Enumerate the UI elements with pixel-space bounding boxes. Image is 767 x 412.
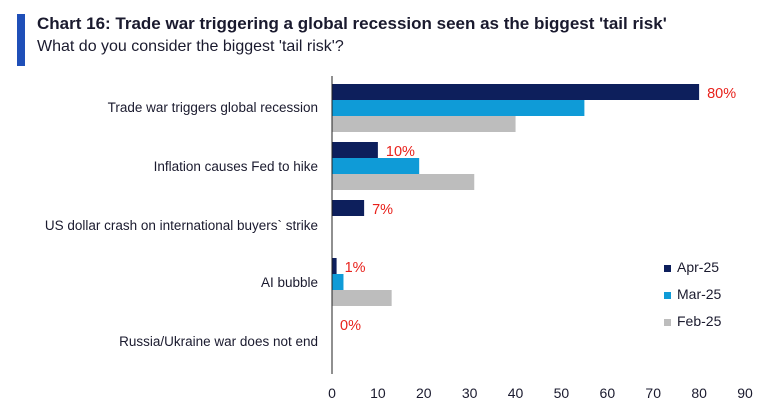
x-tick-label-50: 50: [554, 385, 570, 401]
x-tick-label-0: 0: [328, 385, 336, 401]
bar-apr-25-ai-bubble: [332, 258, 337, 274]
bar-mar-25-trade-war-triggers-global-recession: [332, 100, 585, 116]
x-tick-label-10: 10: [370, 385, 386, 401]
data-label-us-dollar-crash-on-international-buyers-strike: 7%: [372, 202, 393, 218]
category-label-ai-bubble: AI bubble: [261, 275, 318, 290]
x-tick-label-20: 20: [416, 385, 432, 401]
bar-mar-25-ai-bubble: [332, 274, 344, 290]
bar-feb-25-trade-war-triggers-global-recession: [332, 116, 516, 132]
chart-title: Chart 16: Trade war triggering a global …: [37, 14, 667, 33]
category-label-trade-war-triggers-global-recession: Trade war triggers global recession: [108, 100, 318, 115]
bar-feb-25-ai-bubble: [332, 290, 392, 306]
legend-swatch-apr-25: [664, 265, 671, 272]
chart-subtitle: What do you consider the biggest 'tail r…: [37, 38, 344, 55]
bar-apr-25-us-dollar-crash-on-international-buyers-strike: [332, 200, 365, 216]
title-accent-bar: [17, 14, 25, 66]
x-tick-label-70: 70: [645, 385, 661, 401]
legend-swatch-mar-25: [664, 292, 671, 299]
legend-label-apr-25: Apr-25: [677, 259, 719, 275]
x-tick-label-40: 40: [508, 385, 524, 401]
x-tick-label-80: 80: [691, 385, 707, 401]
bar-apr-25-inflation-causes-fed-to-hike: [332, 142, 378, 158]
category-label-inflation-causes-fed-to-hike: Inflation causes Fed to hike: [154, 159, 318, 174]
x-tick-label-90: 90: [737, 385, 753, 401]
bar-apr-25-trade-war-triggers-global-recession: [332, 84, 700, 100]
data-label-russia-ukraine-war-does-not-end: 0%: [340, 318, 361, 334]
legend-label-mar-25: Mar-25: [677, 286, 722, 302]
data-label-trade-war-triggers-global-recession: 80%: [707, 86, 736, 102]
legend-swatch-feb-25: [664, 319, 671, 326]
x-tick-label-30: 30: [462, 385, 478, 401]
data-label-inflation-causes-fed-to-hike: 10%: [386, 144, 415, 160]
x-tick-label-60: 60: [600, 385, 616, 401]
bar-feb-25-inflation-causes-fed-to-hike: [332, 174, 475, 190]
bar-mar-25-inflation-causes-fed-to-hike: [332, 158, 420, 174]
category-label-us-dollar-crash-on-international-buyers-strike: US dollar crash on international buyers`…: [45, 218, 318, 233]
data-label-ai-bubble: 1%: [345, 260, 366, 276]
legend-label-feb-25: Feb-25: [677, 313, 722, 329]
category-label-russia-ukraine-war-does-not-end: Russia/Ukraine war does not end: [119, 334, 318, 349]
